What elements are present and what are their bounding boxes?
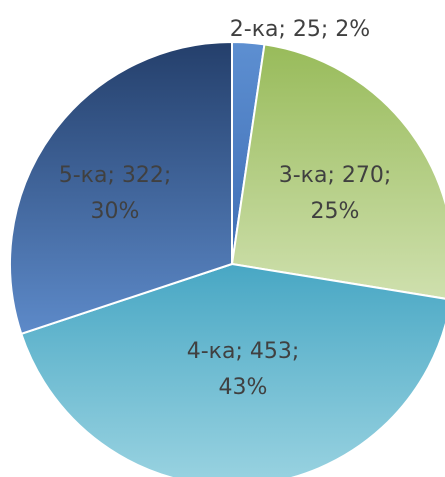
pie-labels: 2-ка; 25; 2% 3-ка; 270; 25% 4-ка; 453; 43% 5-… [59, 17, 392, 400]
data-label-2-ка: 2-ка; 25; 2% [230, 17, 370, 42]
data-label-line1: 3-ка; 270; [279, 163, 392, 188]
data-label-line2: 30% [91, 199, 140, 224]
pie-slice-4-ка [20, 262, 445, 477]
data-label-4-ка: 4-ка; 453; 43% [187, 339, 300, 400]
pie-slice-3-ка [230, 43, 445, 300]
data-label-5-ка: 5-ка; 322; 30% [59, 163, 172, 224]
data-label-line2: 25% [311, 199, 360, 224]
pie-slice-5-ка [9, 40, 233, 336]
data-label-line2: 43% [219, 375, 268, 400]
pie-slices [9, 40, 445, 477]
data-label-3-ка: 3-ка; 270; 25% [279, 163, 392, 224]
data-label-line1: 2-ка; 25; 2% [230, 17, 370, 42]
data-label-line1: 4-ка; 453; [187, 339, 300, 364]
data-label-line1: 5-ка; 322; [59, 163, 172, 188]
